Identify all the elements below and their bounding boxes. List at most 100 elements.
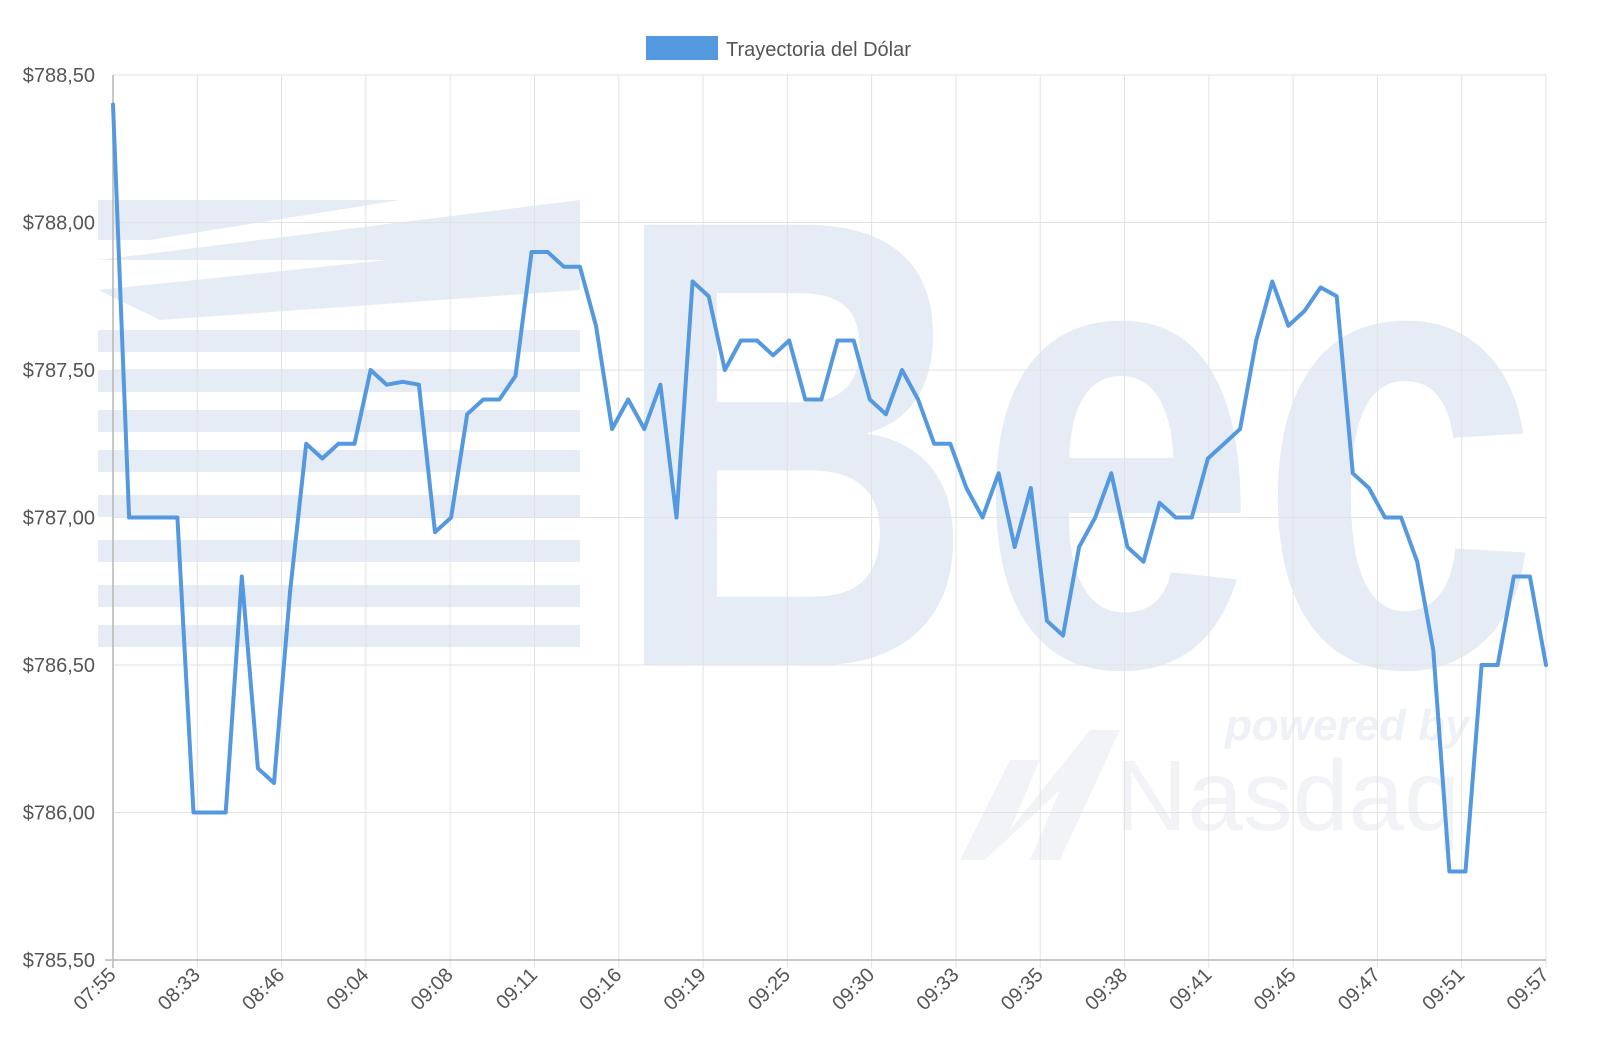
data-point[interactable] bbox=[433, 530, 437, 534]
y-tick-label: $785,50 bbox=[23, 950, 95, 972]
data-point[interactable] bbox=[1173, 515, 1178, 520]
series-line[interactable] bbox=[111, 102, 1548, 874]
data-point[interactable] bbox=[1302, 309, 1307, 313]
data-point[interactable] bbox=[368, 368, 373, 372]
x-tick-label: 09:57 bbox=[1503, 964, 1554, 1015]
data-point[interactable] bbox=[191, 810, 196, 815]
data-point[interactable] bbox=[739, 338, 743, 343]
data-point[interactable] bbox=[964, 486, 969, 490]
data-point[interactable] bbox=[1544, 663, 1548, 667]
data-point[interactable] bbox=[1012, 545, 1017, 549]
data-point[interactable] bbox=[819, 397, 824, 402]
data-point[interactable] bbox=[320, 456, 325, 461]
data-point[interactable] bbox=[835, 338, 840, 343]
data-point[interactable] bbox=[1238, 427, 1242, 431]
data-point[interactable] bbox=[1109, 471, 1114, 476]
data-point[interactable] bbox=[706, 294, 711, 299]
data-point[interactable] bbox=[223, 810, 228, 815]
data-point[interactable] bbox=[1141, 559, 1146, 564]
data-point[interactable] bbox=[578, 264, 582, 269]
data-point[interactable] bbox=[481, 397, 486, 402]
data-point[interactable] bbox=[1431, 648, 1436, 653]
data-point[interactable] bbox=[1463, 869, 1468, 874]
data-point[interactable] bbox=[304, 442, 309, 446]
legend[interactable]: Trayectoria del Dólar bbox=[646, 36, 911, 61]
data-point[interactable] bbox=[690, 279, 695, 284]
data-point[interactable] bbox=[1528, 574, 1532, 579]
data-point[interactable] bbox=[674, 515, 679, 520]
data-point[interactable] bbox=[111, 102, 115, 107]
data-point[interactable] bbox=[916, 397, 920, 402]
data-point[interactable] bbox=[1479, 663, 1484, 667]
data-point[interactable] bbox=[1206, 456, 1210, 461]
y-tick-label: $787,00 bbox=[23, 508, 95, 530]
data-point[interactable] bbox=[594, 324, 598, 328]
data-point[interactable] bbox=[497, 397, 502, 402]
x-tick-label: 09:45 bbox=[1250, 964, 1301, 1015]
data-point[interactable] bbox=[1093, 515, 1097, 520]
data-point[interactable] bbox=[1190, 515, 1194, 520]
data-point[interactable] bbox=[449, 515, 453, 520]
data-point[interactable] bbox=[1125, 545, 1130, 549]
data-point[interactable] bbox=[1447, 869, 1452, 874]
data-point[interactable] bbox=[1351, 471, 1355, 476]
data-point[interactable] bbox=[272, 781, 276, 785]
data-point[interactable] bbox=[884, 412, 888, 417]
data-point[interactable] bbox=[868, 397, 872, 402]
data-point[interactable] bbox=[1157, 501, 1162, 505]
data-point[interactable] bbox=[240, 574, 244, 579]
data-point[interactable] bbox=[545, 250, 550, 254]
data-point[interactable] bbox=[1286, 324, 1291, 328]
data-point[interactable] bbox=[127, 515, 131, 520]
data-point[interactable] bbox=[755, 338, 759, 343]
data-point[interactable] bbox=[610, 427, 614, 431]
data-point[interactable] bbox=[1077, 545, 1081, 549]
data-point[interactable] bbox=[336, 442, 341, 446]
data-point[interactable] bbox=[207, 810, 212, 815]
data-point[interactable] bbox=[175, 515, 180, 520]
data-point[interactable] bbox=[803, 397, 808, 402]
data-point[interactable] bbox=[787, 338, 791, 343]
data-point[interactable] bbox=[288, 589, 292, 594]
data-point[interactable] bbox=[1318, 285, 1323, 290]
data-point[interactable] bbox=[352, 442, 357, 446]
data-point[interactable] bbox=[851, 338, 856, 343]
data-point[interactable] bbox=[658, 382, 663, 387]
data-point[interactable] bbox=[1495, 663, 1500, 667]
data-point[interactable] bbox=[1334, 294, 1339, 299]
data-point[interactable] bbox=[256, 766, 260, 771]
legend-label[interactable]: Trayectoria del Dólar bbox=[726, 39, 911, 61]
data-point[interactable] bbox=[159, 515, 164, 520]
data-point[interactable] bbox=[900, 368, 904, 372]
legend-swatch[interactable] bbox=[646, 36, 718, 60]
data-point[interactable] bbox=[401, 380, 405, 384]
data-point[interactable] bbox=[417, 382, 421, 387]
x-tick-label: 09:47 bbox=[1334, 964, 1385, 1015]
data-point[interactable] bbox=[1061, 633, 1065, 638]
data-point[interactable] bbox=[513, 374, 518, 378]
data-point[interactable] bbox=[562, 264, 566, 269]
data-point[interactable] bbox=[1383, 515, 1387, 520]
data-point[interactable] bbox=[980, 515, 985, 520]
data-point[interactable] bbox=[642, 427, 647, 431]
data-point[interactable] bbox=[1045, 619, 1049, 623]
data-point[interactable] bbox=[948, 442, 953, 446]
data-point[interactable] bbox=[1367, 486, 1371, 490]
data-point[interactable] bbox=[1029, 486, 1033, 490]
data-point[interactable] bbox=[143, 515, 147, 520]
data-point[interactable] bbox=[1270, 279, 1275, 284]
data-point[interactable] bbox=[723, 368, 727, 372]
data-point[interactable] bbox=[529, 250, 534, 254]
data-point[interactable] bbox=[1222, 442, 1226, 446]
data-point[interactable] bbox=[1254, 338, 1258, 343]
data-point[interactable] bbox=[465, 412, 470, 417]
data-point[interactable] bbox=[932, 442, 936, 446]
data-point[interactable] bbox=[626, 397, 630, 402]
data-point[interactable] bbox=[771, 353, 775, 358]
x-tick-label: 09:41 bbox=[1165, 964, 1216, 1015]
data-point[interactable] bbox=[384, 382, 389, 387]
data-point[interactable] bbox=[1512, 574, 1516, 579]
data-point[interactable] bbox=[1399, 515, 1403, 520]
data-point[interactable] bbox=[1415, 559, 1419, 564]
data-point[interactable] bbox=[996, 471, 1001, 476]
